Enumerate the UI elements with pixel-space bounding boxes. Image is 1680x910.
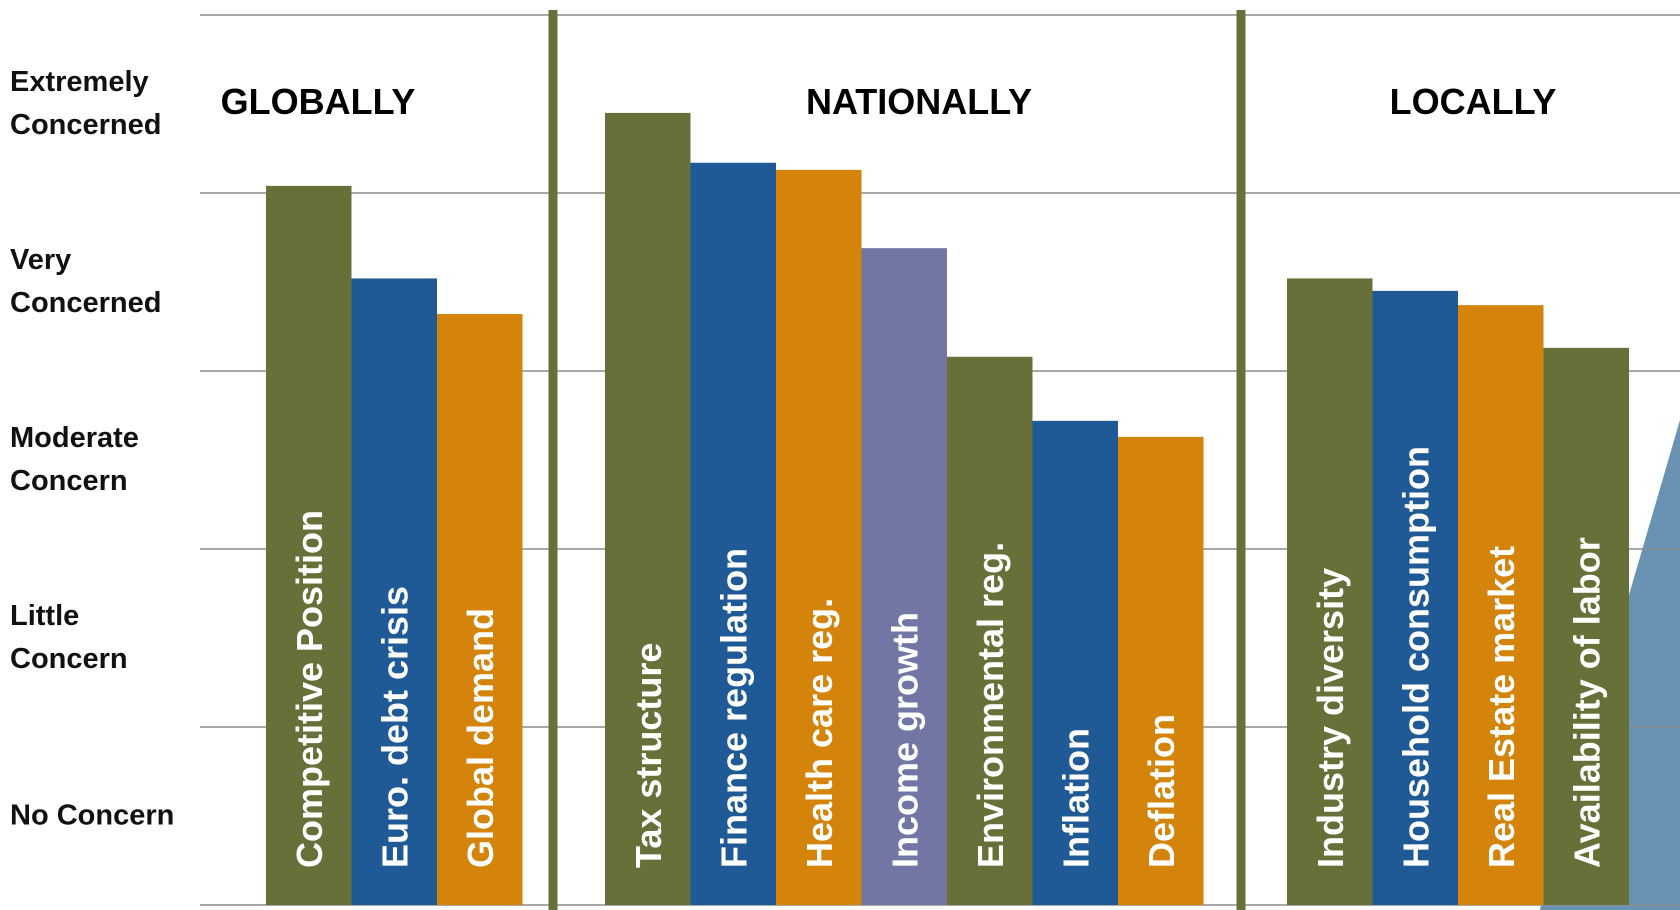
y-tick-label: Very Concerned [10, 244, 162, 319]
bar [351, 278, 437, 905]
bar [1372, 290, 1458, 905]
group-title: LOCALLY [1390, 81, 1557, 122]
bar-label: Environmental reg. [970, 542, 1011, 868]
bar-label: Global demand [460, 608, 501, 868]
bar [1032, 420, 1118, 905]
bar [1458, 305, 1544, 905]
bar-label: Inflation [1055, 728, 1096, 868]
bar [1287, 278, 1373, 905]
bar [1118, 436, 1204, 905]
bar-label: Income growth [884, 612, 925, 868]
group-title: GLOBALLY [221, 81, 416, 122]
bar [266, 185, 352, 905]
bar [437, 314, 523, 905]
bar-label: Euro. debt crisis [374, 586, 415, 868]
y-tick-label: Moderate Concern [10, 422, 139, 497]
bar-label: Health care reg. [799, 598, 840, 868]
y-tick-label: No Concern [10, 799, 175, 832]
bar-label: Availability of labor [1566, 537, 1607, 868]
bar-label: Competitive Position [289, 510, 330, 868]
bar-label: Tax structure [628, 643, 669, 868]
bar-label: Industry diversity [1310, 568, 1351, 868]
group-title: NATIONALLY [806, 81, 1032, 122]
bar [776, 169, 862, 906]
y-tick-label: Extremely Concerned [10, 66, 162, 141]
bar-label: Deflation [1141, 714, 1182, 868]
bar [947, 356, 1033, 905]
bar [1543, 347, 1629, 905]
y-tick-label: Little Concern [10, 600, 128, 675]
bar [690, 162, 776, 906]
bar [605, 112, 691, 905]
bar-label: Household consumption [1395, 446, 1436, 868]
bar-label: Finance regulation [713, 548, 754, 868]
bar [861, 248, 947, 905]
bar-label: Real Estate market [1481, 546, 1522, 868]
